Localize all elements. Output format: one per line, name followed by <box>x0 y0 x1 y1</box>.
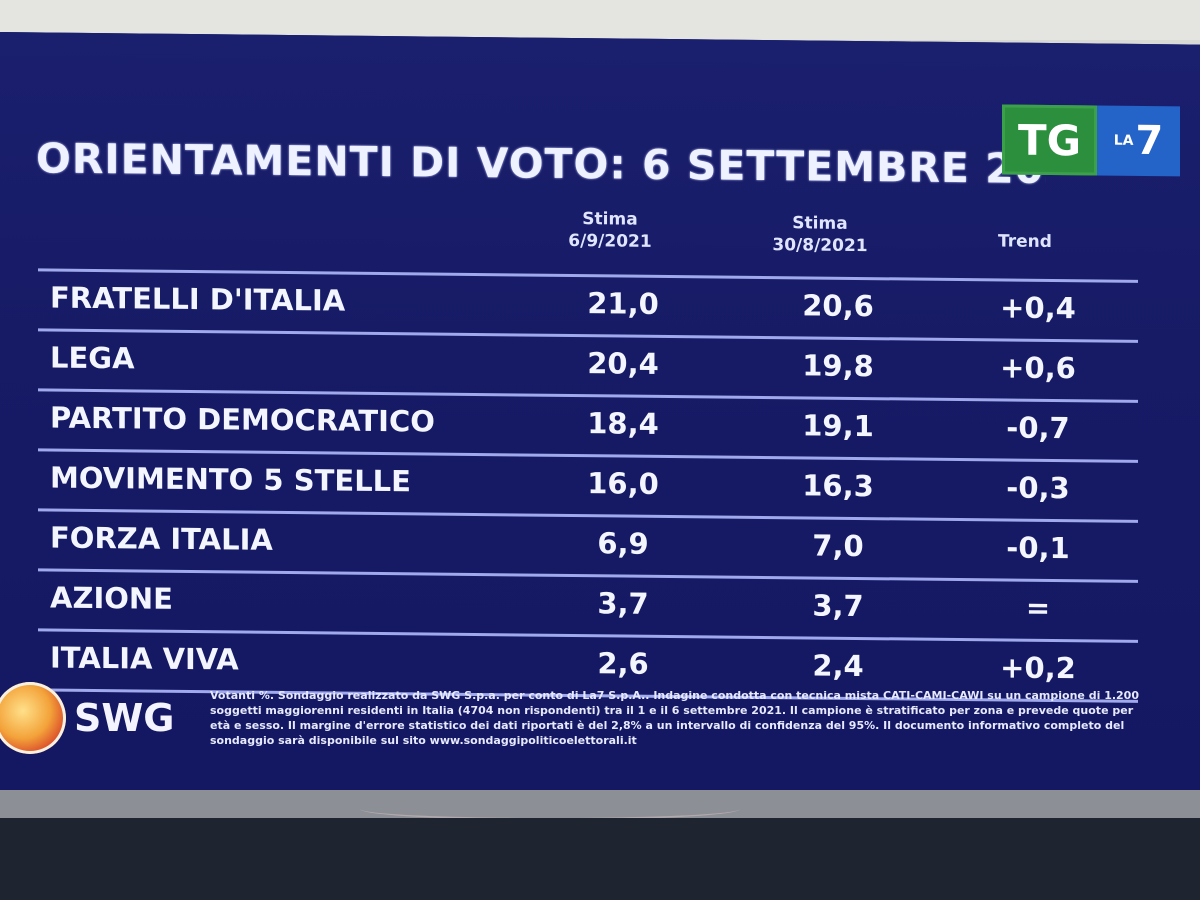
party-name: FRATELLI D'ITALIA <box>50 280 346 318</box>
trend-value: +0,2 <box>1000 650 1076 686</box>
la7-logo-seven: 7 <box>1135 117 1164 165</box>
tg-logo-mark: TG <box>1002 104 1097 176</box>
previous-estimate: 19,1 <box>802 408 874 444</box>
previous-estimate: 19,8 <box>802 348 874 384</box>
previous-estimate: 16,3 <box>802 468 874 504</box>
cable <box>360 798 740 820</box>
current-estimate: 6,9 <box>597 526 649 561</box>
current-estimate: 2,6 <box>597 646 649 681</box>
party-name: MOVIMENTO 5 STELLE <box>50 460 411 499</box>
party-name: LEGA <box>50 340 135 376</box>
party-name: AZIONE <box>50 580 173 616</box>
trend-value: -0,3 <box>1006 470 1070 506</box>
current-estimate: 21,0 <box>587 286 659 321</box>
trend-value: = <box>1025 590 1051 625</box>
current-estimate: 3,7 <box>597 586 649 621</box>
previous-estimate: 20,6 <box>802 288 874 324</box>
party-name: PARTITO DEMOCRATICO <box>50 400 435 439</box>
current-estimate: 18,4 <box>587 406 659 441</box>
column-header-previous-label: Stima <box>792 213 848 234</box>
swg-logo: SWG <box>0 674 194 764</box>
column-header-current: Stima 6/9/2021 <box>540 208 680 253</box>
previous-estimate: 2,4 <box>812 648 864 684</box>
trend-value: -0,7 <box>1006 410 1070 446</box>
la7-logo-small: LA <box>1113 132 1134 149</box>
poll-table: FRATELLI D'ITALIA 21,0 20,6 +0,4 LEGA 20… <box>38 268 1138 703</box>
trend-value: +0,6 <box>1000 350 1076 386</box>
column-header-previous-date: 30/8/2021 <box>772 235 868 257</box>
page-title: ORIENTAMENTI DI VOTO: 6 SETTEMBRE 2021 <box>36 134 1046 194</box>
swg-logo-text: SWG <box>74 696 175 740</box>
column-header-previous: Stima 30/8/2021 <box>740 212 900 258</box>
current-estimate: 20,4 <box>587 346 659 381</box>
trend-value: -0,1 <box>1006 530 1070 566</box>
previous-estimate: 3,7 <box>812 588 864 624</box>
trend-value: +0,4 <box>1000 290 1076 326</box>
current-estimate: 16,0 <box>587 466 659 501</box>
tv-stand <box>0 818 1200 900</box>
column-header-current-label: Stima <box>582 209 638 230</box>
swg-globe-icon <box>0 682 66 754</box>
party-name: FORZA ITALIA <box>50 520 273 557</box>
column-header-current-date: 6/9/2021 <box>568 230 652 252</box>
tg-la7-logo: TG LA 7 <box>1002 104 1180 177</box>
la7-logo-mark: LA 7 <box>1097 105 1180 177</box>
methodology-footnote: Votanti %. Sondaggio realizzato da SWG S… <box>210 689 1139 747</box>
previous-estimate: 7,0 <box>812 528 864 564</box>
column-header-trend: Trend <box>998 231 1052 253</box>
party-name: ITALIA VIVA <box>50 640 239 677</box>
